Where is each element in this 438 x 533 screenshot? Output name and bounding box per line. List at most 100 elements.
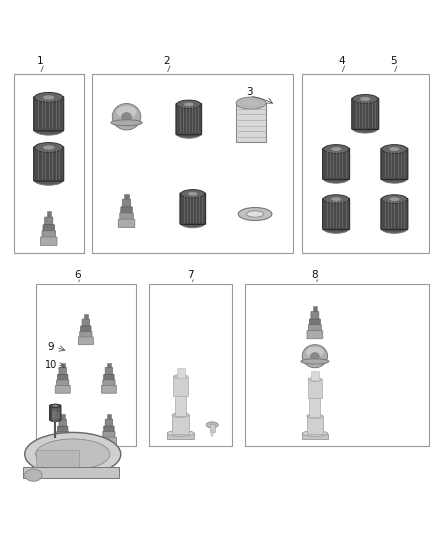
Text: 1: 1 xyxy=(37,56,43,66)
FancyBboxPatch shape xyxy=(81,326,91,333)
Ellipse shape xyxy=(247,211,264,217)
Ellipse shape xyxy=(311,352,319,360)
Ellipse shape xyxy=(35,175,63,185)
Bar xyxy=(92,75,293,253)
Bar xyxy=(124,193,129,199)
FancyBboxPatch shape xyxy=(103,380,115,387)
Ellipse shape xyxy=(360,97,371,101)
Ellipse shape xyxy=(50,418,60,422)
Bar xyxy=(84,314,88,319)
Ellipse shape xyxy=(353,124,378,133)
Ellipse shape xyxy=(382,195,407,204)
Ellipse shape xyxy=(331,197,341,201)
FancyBboxPatch shape xyxy=(57,426,68,433)
Ellipse shape xyxy=(324,174,349,183)
FancyBboxPatch shape xyxy=(120,213,133,221)
Ellipse shape xyxy=(382,144,407,154)
Text: 3: 3 xyxy=(246,87,253,97)
Bar xyxy=(302,433,328,439)
Bar xyxy=(46,212,51,217)
FancyBboxPatch shape xyxy=(105,419,113,427)
FancyBboxPatch shape xyxy=(105,367,113,376)
Ellipse shape xyxy=(306,347,324,357)
Ellipse shape xyxy=(35,142,63,152)
FancyBboxPatch shape xyxy=(121,207,132,214)
Bar xyxy=(302,75,428,253)
Ellipse shape xyxy=(181,190,205,198)
Text: 4: 4 xyxy=(338,56,345,66)
Ellipse shape xyxy=(309,394,320,398)
Ellipse shape xyxy=(188,192,198,196)
FancyBboxPatch shape xyxy=(103,432,115,439)
Ellipse shape xyxy=(177,100,201,109)
FancyBboxPatch shape xyxy=(42,231,56,238)
Bar xyxy=(172,415,189,434)
Bar xyxy=(313,306,317,312)
FancyBboxPatch shape xyxy=(82,319,90,327)
Bar xyxy=(167,433,194,439)
Ellipse shape xyxy=(172,413,189,417)
FancyBboxPatch shape xyxy=(80,332,92,338)
FancyBboxPatch shape xyxy=(34,96,64,131)
FancyBboxPatch shape xyxy=(59,419,67,427)
Ellipse shape xyxy=(167,431,194,436)
FancyBboxPatch shape xyxy=(118,219,135,228)
Ellipse shape xyxy=(353,94,378,103)
FancyBboxPatch shape xyxy=(102,385,117,393)
Bar xyxy=(175,394,187,416)
Ellipse shape xyxy=(331,147,341,151)
Bar xyxy=(107,362,111,368)
Ellipse shape xyxy=(184,102,194,106)
FancyBboxPatch shape xyxy=(102,437,117,445)
FancyBboxPatch shape xyxy=(323,198,350,230)
Ellipse shape xyxy=(112,103,141,130)
Ellipse shape xyxy=(307,414,323,418)
Ellipse shape xyxy=(240,99,261,107)
Ellipse shape xyxy=(389,147,399,151)
FancyBboxPatch shape xyxy=(176,103,201,135)
Ellipse shape xyxy=(181,219,205,228)
FancyBboxPatch shape xyxy=(381,148,408,180)
FancyBboxPatch shape xyxy=(78,337,93,345)
Ellipse shape xyxy=(177,130,201,138)
Ellipse shape xyxy=(206,422,218,428)
FancyBboxPatch shape xyxy=(57,374,68,381)
FancyBboxPatch shape xyxy=(104,426,114,433)
FancyBboxPatch shape xyxy=(34,147,64,181)
Ellipse shape xyxy=(122,112,131,121)
FancyBboxPatch shape xyxy=(307,330,323,339)
Bar xyxy=(61,362,65,368)
Bar xyxy=(14,75,84,253)
FancyBboxPatch shape xyxy=(59,367,67,376)
Ellipse shape xyxy=(382,224,407,233)
Ellipse shape xyxy=(111,120,142,126)
Ellipse shape xyxy=(25,432,121,476)
Ellipse shape xyxy=(302,345,328,368)
Text: 10: 10 xyxy=(45,360,57,370)
Bar xyxy=(309,397,320,417)
Bar xyxy=(35,284,136,446)
Ellipse shape xyxy=(308,377,322,382)
FancyBboxPatch shape xyxy=(57,380,69,387)
FancyBboxPatch shape xyxy=(40,237,57,246)
FancyBboxPatch shape xyxy=(104,374,114,381)
FancyBboxPatch shape xyxy=(352,98,379,130)
FancyBboxPatch shape xyxy=(123,199,131,208)
Ellipse shape xyxy=(324,195,349,204)
FancyBboxPatch shape xyxy=(311,312,319,320)
Bar xyxy=(35,450,79,470)
Ellipse shape xyxy=(173,375,188,379)
Ellipse shape xyxy=(35,125,63,135)
FancyBboxPatch shape xyxy=(49,405,61,421)
Ellipse shape xyxy=(236,97,266,109)
Ellipse shape xyxy=(302,431,328,437)
FancyBboxPatch shape xyxy=(57,432,69,439)
FancyBboxPatch shape xyxy=(55,437,70,445)
Bar xyxy=(311,371,318,381)
Bar xyxy=(107,414,111,419)
Bar xyxy=(61,414,65,419)
Bar xyxy=(173,377,188,396)
Text: 7: 7 xyxy=(187,270,194,280)
Ellipse shape xyxy=(43,95,54,100)
Bar xyxy=(51,410,59,422)
